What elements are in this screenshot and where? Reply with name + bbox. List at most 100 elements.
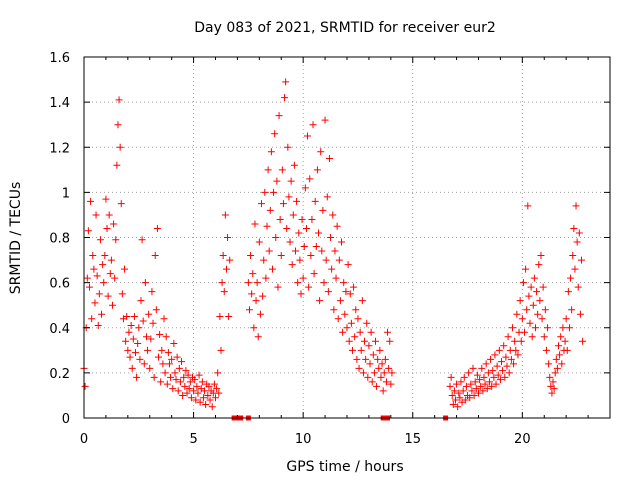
data-point: [87, 197, 95, 205]
data-point: [181, 382, 189, 390]
data-point: [570, 224, 578, 232]
data-point: [557, 333, 565, 341]
data-point: [534, 310, 542, 318]
data-point: [113, 161, 121, 169]
data-point: [357, 346, 365, 354]
data-point: [535, 261, 543, 269]
data-point: [92, 211, 100, 219]
data-point: [248, 290, 256, 298]
data-point: [103, 224, 111, 232]
data-point: [317, 148, 325, 156]
data-point: [217, 346, 225, 354]
data-point: [447, 373, 455, 381]
x-tick-label: 10: [295, 432, 312, 447]
data-point: [504, 333, 512, 341]
data-point: [104, 292, 112, 300]
data-point: [255, 238, 263, 246]
data-point: [569, 252, 577, 260]
data-point: [190, 387, 198, 395]
data-point: [487, 355, 495, 363]
x-tick-label: 0: [80, 432, 88, 447]
y-tick-label: 0: [62, 412, 70, 427]
data-point: [308, 215, 316, 223]
data-point: [508, 324, 516, 332]
data-point: [287, 177, 295, 185]
data-point: [309, 121, 317, 129]
data-point: [264, 166, 272, 174]
data-point: [138, 236, 146, 244]
data-point: [108, 301, 116, 309]
data-point: [274, 283, 282, 291]
ticks-layer: 0 5 10 15 20 0 0.2 0.4 0.6 0.8 1 1.2 1.4 1.6: [49, 51, 610, 447]
data-point: [132, 349, 140, 357]
data-point: [368, 378, 376, 386]
data-point: [169, 385, 177, 393]
data-point: [527, 283, 535, 291]
data-point: [519, 279, 527, 287]
data-point: [198, 378, 206, 386]
data-point: [290, 161, 298, 169]
data-point: [123, 312, 131, 320]
data-point: [446, 382, 454, 390]
data-point: [533, 288, 541, 296]
data-point: [99, 261, 107, 269]
data-point: [370, 369, 378, 377]
data-point: [214, 369, 222, 377]
data-point: [278, 166, 286, 174]
data-point: [289, 211, 297, 219]
data-point: [550, 385, 558, 393]
data-point: [376, 346, 384, 354]
data-point: [472, 385, 480, 393]
data-point: [185, 385, 193, 393]
data-point: [334, 315, 342, 323]
data-point: [315, 229, 323, 237]
data-point: [541, 306, 549, 314]
data-point: [371, 337, 379, 345]
data-point: [115, 96, 123, 104]
data-point: [503, 362, 511, 370]
data-point: [201, 387, 209, 395]
chart-title: Day 083 of 2021, SRMTID for receiver eur…: [194, 20, 496, 36]
data-point: [220, 288, 228, 296]
x-tick-label: 20: [514, 432, 531, 447]
data-point: [471, 378, 479, 386]
data-point: [498, 358, 506, 366]
data-point: [384, 328, 392, 336]
data-point: [187, 394, 195, 402]
data-point: [552, 355, 560, 363]
data-point: [300, 243, 308, 251]
data-point: [93, 272, 101, 280]
data-point: [266, 206, 274, 214]
data-point: [178, 358, 186, 366]
data-point: [502, 353, 510, 361]
data-point: [367, 328, 375, 336]
data-point: [310, 270, 318, 278]
data-point: [549, 378, 557, 386]
data-point: [465, 369, 473, 377]
data-point: [554, 342, 562, 350]
data-point: [512, 346, 520, 354]
data-point: [385, 364, 393, 372]
data-point: [179, 391, 187, 399]
data-point: [482, 360, 490, 368]
data-point: [117, 200, 125, 208]
data-point: [129, 335, 137, 343]
data-point: [454, 403, 462, 411]
data-point: [172, 376, 180, 384]
data-point: [106, 270, 114, 278]
data-point: [378, 360, 386, 368]
data-point: [548, 389, 556, 397]
data-point: [466, 394, 474, 402]
data-point: [149, 319, 157, 327]
data-point: [145, 310, 153, 318]
data-point: [281, 94, 289, 102]
data-point: [210, 380, 218, 388]
data-point: [168, 355, 176, 363]
y-tick-label: 1: [62, 186, 70, 201]
data-point: [325, 155, 333, 163]
data-point: [175, 364, 183, 372]
data-point: [312, 243, 320, 251]
data-point: [173, 353, 181, 361]
data-point: [321, 116, 329, 124]
data-point: [460, 373, 468, 381]
